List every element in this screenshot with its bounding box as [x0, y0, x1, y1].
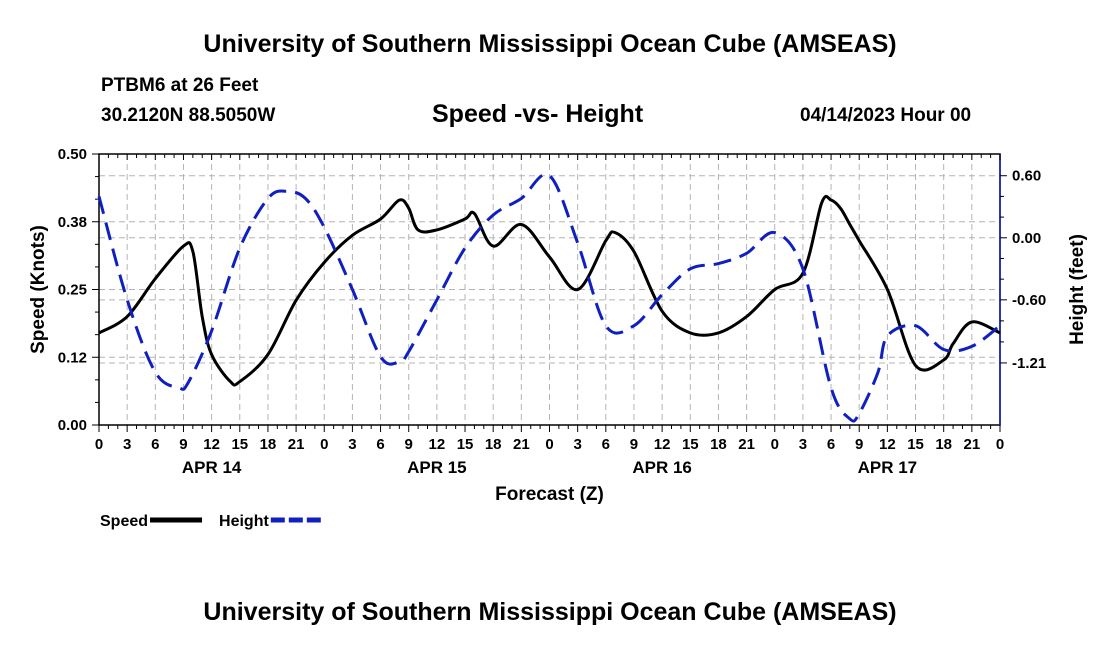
x-tick-label: 21 [513, 436, 530, 453]
y-left-tick-label: 0.25 [58, 282, 87, 299]
x-tick-label: 0 [95, 436, 103, 453]
x-tick-label: 9 [630, 436, 638, 453]
x-tick-label: 0 [771, 436, 779, 453]
footer-title: University of Southern Mississippi Ocean… [203, 598, 897, 626]
x-tick-label: 18 [485, 436, 502, 453]
y-right-tick-label: -1.21 [1012, 355, 1046, 372]
station-name: PTBM6 at 26 Feet [101, 75, 259, 96]
date-label: APR 16 [632, 458, 692, 477]
y-right-tick-label: 0.00 [1012, 230, 1041, 247]
y-right-axis-label: Height (feet) [1067, 234, 1088, 345]
x-tick-label: 0 [996, 436, 1004, 453]
date-label: APR 17 [858, 458, 918, 477]
station-coords: 30.2120N 88.5050W [101, 105, 276, 126]
x-tick-label: 6 [376, 436, 384, 453]
main-title: University of Southern Mississippi Ocean… [203, 30, 897, 58]
x-tick-label: 21 [738, 436, 755, 453]
x-tick-label: 15 [457, 436, 474, 453]
x-tick-label: 6 [827, 436, 835, 453]
speed-height-chart: 0 3 6 9 12 15 18 21 0 3 6 9 12 15 18 21 0 3 6 9 12 15 18 21 0 3 6 9… [28, 146, 1088, 530]
series-line-speed [98, 194, 1001, 387]
x-tick-label: 18 [260, 436, 277, 453]
chart-title: Speed -vs- Height [432, 100, 644, 128]
x-tick-label: 12 [879, 436, 896, 453]
x-tick-label: 15 [231, 436, 248, 453]
x-tick-label: 12 [429, 436, 446, 453]
x-tick-label: 0 [320, 436, 328, 453]
x-tick-label: 9 [855, 436, 863, 453]
y-left-tick-label: 0.50 [58, 146, 87, 163]
date-label: APR 14 [182, 458, 242, 477]
x-tick-label: 9 [405, 436, 413, 453]
legend-label-speed: Speed [100, 513, 148, 530]
x-tick-label: 15 [682, 436, 699, 453]
y-left-tick-label: 0.00 [58, 417, 87, 434]
x-tick-label: 3 [799, 436, 807, 453]
x-tick-label: 18 [935, 436, 952, 453]
y-left-tick-label: 0.38 [58, 214, 87, 231]
x-tick-label: 21 [288, 436, 305, 453]
x-tick-label: 21 [964, 436, 981, 453]
x-tick-label: 15 [907, 436, 924, 453]
x-tick-label: 12 [654, 436, 671, 453]
x-tick-label: 9 [179, 436, 187, 453]
x-axis-label: Forecast (Z) [495, 484, 604, 505]
x-tick-label: 3 [123, 436, 131, 453]
y-right-tick-label: 0.60 [1012, 168, 1041, 185]
y-right-tick-label: -0.60 [1012, 292, 1046, 309]
x-tick-label: 12 [203, 436, 220, 453]
x-tick-label: 3 [573, 436, 581, 453]
x-tick-label: 0 [545, 436, 553, 453]
x-tick-label: 3 [348, 436, 356, 453]
date-label: APR 15 [407, 458, 467, 477]
x-tick-label: 6 [151, 436, 159, 453]
x-tick-label: 18 [710, 436, 727, 453]
forecast-date: 04/14/2023 Hour 00 [800, 105, 972, 126]
series-line-height [97, 172, 1001, 423]
legend-label-height: Height [219, 513, 269, 530]
y-left-tick-label: 0.12 [58, 349, 87, 366]
y-left-axis-label: Speed (Knots) [28, 225, 49, 354]
x-tick-label: 6 [602, 436, 610, 453]
